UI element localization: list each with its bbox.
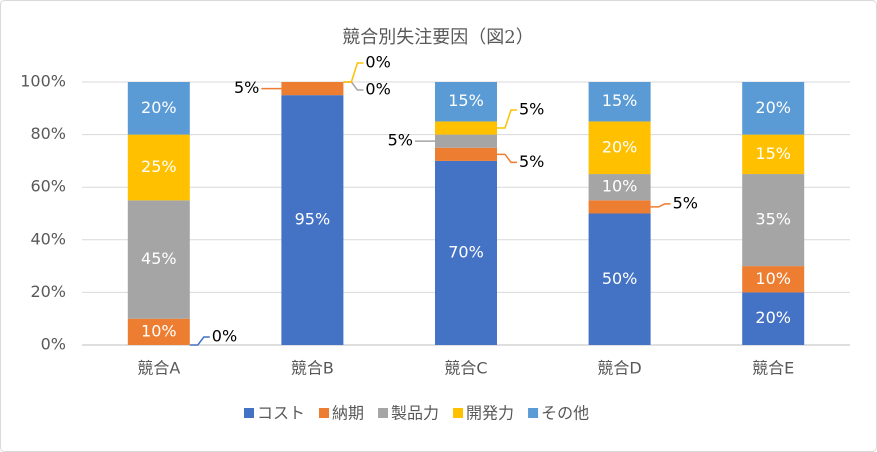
y-tick-label: 20%	[30, 282, 66, 301]
bar-segment	[742, 134, 805, 175]
data-label: 95%	[295, 210, 331, 229]
data-label: 20%	[755, 98, 791, 117]
legend-label: コスト	[257, 404, 305, 423]
data-label: 0%	[212, 327, 237, 346]
data-label: 5%	[673, 193, 698, 212]
bar-segment	[588, 213, 651, 345]
bar-segment	[588, 174, 651, 201]
bar-segment	[588, 82, 651, 122]
legend-swatch	[244, 408, 254, 418]
x-tick-label: 競合A	[137, 359, 180, 378]
bar-segment	[588, 200, 651, 214]
bar-segment	[435, 82, 497, 122]
x-tick-label: 競合B	[291, 359, 334, 378]
data-label: 5%	[388, 131, 413, 150]
bar-segment	[127, 82, 190, 135]
legend-label: その他	[541, 404, 589, 423]
x-tick-label: 競合E	[752, 359, 794, 378]
data-label: 15%	[755, 144, 791, 163]
data-label: 20%	[141, 98, 177, 117]
bar-segment	[435, 147, 497, 161]
y-tick-label: 60%	[30, 177, 66, 196]
bar-segment	[742, 174, 805, 267]
bar-segment	[588, 121, 651, 175]
data-label: 5%	[519, 100, 544, 119]
data-label: 0%	[365, 53, 390, 72]
legend-label: 納期	[332, 404, 364, 423]
bar-segment	[435, 160, 497, 345]
legend-swatch	[378, 408, 389, 418]
y-tick-label: 40%	[30, 229, 66, 248]
x-tick-label: 競合C	[444, 359, 487, 378]
chart-title: 競合別失注要因（図2）	[342, 27, 533, 48]
data-label: 5%	[234, 78, 259, 97]
data-label: 50%	[602, 269, 638, 288]
leader-line	[189, 336, 210, 346]
bar-segment	[435, 134, 497, 148]
leader-line	[650, 203, 671, 208]
legend-swatch	[319, 408, 330, 418]
bar-segment	[742, 82, 805, 135]
leader-line	[497, 109, 517, 129]
data-label: 0%	[365, 80, 390, 99]
data-label: 70%	[448, 242, 484, 261]
x-tick-label: 競合D	[597, 359, 641, 378]
leader-line	[343, 62, 364, 83]
bar-segment	[127, 134, 190, 201]
data-label: 20%	[755, 308, 791, 327]
data-label: 20%	[602, 137, 638, 156]
data-label: 5%	[519, 152, 544, 171]
data-label: 45%	[141, 249, 177, 268]
data-label: 15%	[602, 91, 638, 110]
bar-segment	[742, 292, 805, 345]
data-label: 35%	[755, 210, 791, 229]
bar-segment	[127, 200, 190, 319]
bar-segment	[435, 121, 497, 135]
bar-segment	[281, 95, 344, 346]
leader-line	[497, 153, 517, 164]
data-label: 25%	[141, 157, 177, 176]
y-tick-label: 0%	[41, 335, 66, 354]
legend-label: 製品力	[391, 404, 439, 423]
bar-segment	[281, 82, 344, 96]
data-label: 10%	[755, 269, 791, 288]
legend-swatch	[528, 408, 539, 418]
data-label: 15%	[448, 91, 484, 110]
bar-segment	[742, 266, 805, 293]
bar-segment	[127, 318, 190, 345]
legend-label: 開発力	[466, 404, 514, 423]
data-label: 10%	[141, 321, 177, 340]
data-label: 10%	[602, 177, 638, 196]
y-tick-label: 100%	[20, 72, 66, 91]
y-tick-label: 80%	[30, 124, 66, 143]
legend-swatch	[453, 408, 464, 418]
